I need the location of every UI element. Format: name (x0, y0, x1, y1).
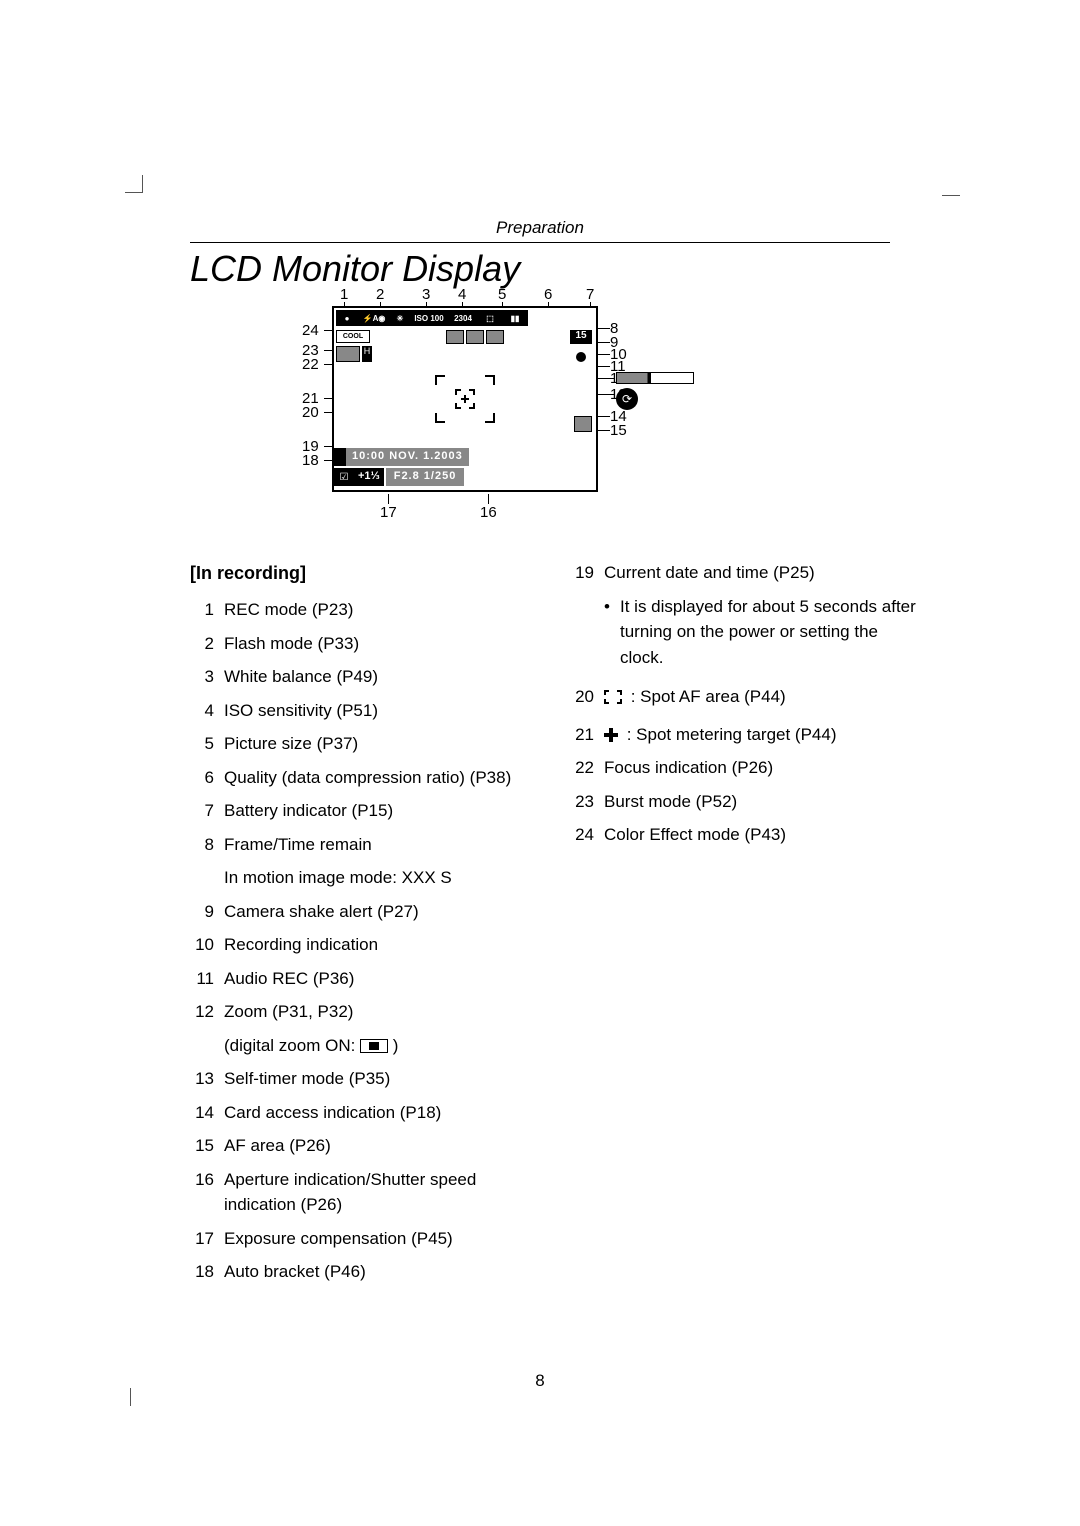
aperture-shutter: F2.8 1/250 (386, 468, 465, 486)
list-item: 21 : Spot metering target (P44) (570, 722, 920, 748)
ev-value: +1⅓ (354, 468, 384, 486)
ev-icon: ☑ (334, 468, 354, 486)
color-effect-icon: COOL (336, 330, 370, 343)
callout-22: 22 (302, 356, 319, 373)
list-item: 13Self-timer mode (P35) (190, 1066, 540, 1092)
callout-6: 6 (544, 286, 552, 303)
left-column: [In recording] 1REC mode (P23) 2Flash mo… (190, 560, 540, 1293)
list-item: 7Battery indicator (P15) (190, 798, 540, 824)
rec-indication-icon (486, 330, 504, 344)
callout-5: 5 (498, 286, 506, 303)
callout-17: 17 (380, 504, 397, 521)
crop-mark (125, 175, 143, 193)
lcd-screen: ● ⚡A◉ ✳ ISO 100 2304 ⬚ ▮▮ COOL H 15 10:0… (332, 306, 598, 492)
list-item: 15AF area (P26) (190, 1133, 540, 1159)
callout-7: 7 (586, 286, 594, 303)
list-item: 16Aperture indication/Shutter speed indi… (190, 1167, 540, 1218)
list-item: 8Frame/Time remain (190, 832, 540, 858)
list-item: 10Recording indication (190, 932, 540, 958)
card-access-icon (574, 416, 592, 432)
list-item: 2Flash mode (P33) (190, 631, 540, 657)
list-item: 1REC mode (P23) (190, 597, 540, 623)
self-timer-icon: ⟳ (616, 388, 638, 410)
list-item-sub: In motion image mode: XXX S (224, 865, 540, 891)
datetime-display: 10:00 NOV. 1.2003 (346, 448, 469, 466)
list-item: 20 : Spot AF area (P44) (570, 684, 920, 710)
list-item-sub: (digital zoom ON: ) (224, 1033, 540, 1059)
callout-15: 15 (610, 422, 627, 439)
callout-4: 4 (458, 286, 466, 303)
af-area-icon (435, 375, 495, 423)
white-balance-icon: ✳ (390, 310, 410, 326)
callout-20: 20 (302, 404, 319, 421)
list-item: 14Card access indication (P18) (190, 1100, 540, 1126)
spot-metering-icon (604, 728, 618, 742)
callout-3: 3 (422, 286, 430, 303)
list-item: 17Exposure compensation (P45) (190, 1226, 540, 1252)
right-column: 19Current date and time (P25) • It is di… (570, 560, 920, 1293)
burst-mode-icon (336, 346, 360, 362)
mid-status-icons (446, 330, 506, 344)
frames-remaining: 15 (570, 330, 592, 344)
callout-2: 2 (376, 286, 384, 303)
list-item: 24Color Effect mode (P43) (570, 822, 920, 848)
lcd-diagram: 1 2 3 4 5 6 7 24 23 22 21 20 19 18 8 9 1… (300, 290, 790, 550)
section-header: Preparation (190, 218, 890, 243)
list-item: 6Quality (data compression ratio) (P38) (190, 765, 540, 791)
audio-rec-icon (466, 330, 484, 344)
list-item: 5Picture size (P37) (190, 731, 540, 757)
callout-24: 24 (302, 322, 319, 339)
list-item: 12Zoom (P31, P32) (190, 999, 540, 1025)
list-item: 3White balance (P49) (190, 664, 540, 690)
callout-1: 1 (340, 286, 348, 303)
callout-16: 16 (480, 504, 497, 521)
list-item: 11Audio REC (P36) (190, 966, 540, 992)
list-item-bullet: • It is displayed for about 5 seconds af… (604, 594, 920, 671)
page-number: 8 (0, 1371, 1080, 1391)
burst-h-icon: H (362, 346, 372, 362)
page-title: LCD Monitor Display (190, 248, 520, 290)
rec-mode-icon: ● (336, 310, 358, 326)
list-item: 19Current date and time (P25) (570, 560, 920, 586)
in-recording-heading: [In recording] (190, 560, 540, 587)
flash-mode-icon: ⚡A◉ (358, 310, 390, 326)
zoom-bar-icon (616, 372, 694, 384)
list-item: 18Auto bracket (P46) (190, 1259, 540, 1285)
battery-icon: ▮▮ (502, 310, 528, 326)
digital-zoom-icon (360, 1039, 388, 1053)
picture-size-icon: 2304 (448, 310, 478, 326)
list-item: 9Camera shake alert (P27) (190, 899, 540, 925)
spot-af-icon (604, 690, 622, 704)
crop-mark (942, 195, 960, 196)
quality-icon: ⬚ (478, 310, 502, 326)
callout-18: 18 (302, 452, 319, 469)
list-item: 4ISO sensitivity (P51) (190, 698, 540, 724)
list-item: 23Burst mode (P52) (570, 789, 920, 815)
iso-icon: ISO 100 (410, 310, 448, 326)
shake-alert-icon (446, 330, 464, 344)
focus-indication-icon (576, 352, 586, 362)
list-item: 22Focus indication (P26) (570, 755, 920, 781)
